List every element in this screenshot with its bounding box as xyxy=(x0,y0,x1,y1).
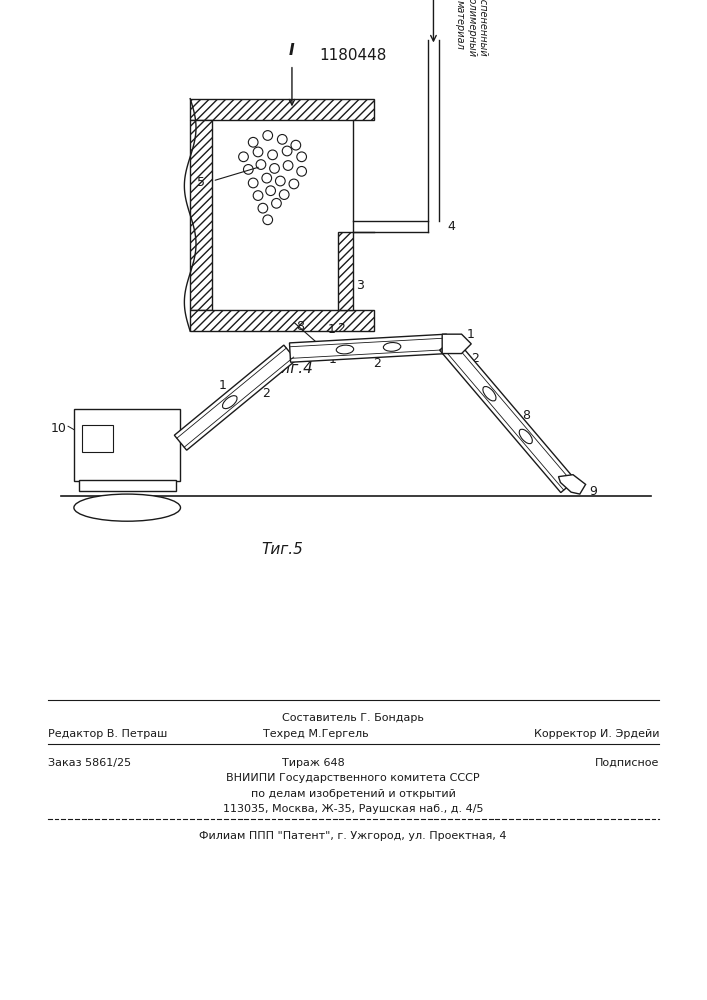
Polygon shape xyxy=(442,334,472,354)
Text: 9: 9 xyxy=(590,485,597,498)
Text: Вспененный
полимерный
материал: Вспененный полимерный материал xyxy=(455,0,488,57)
Text: 4: 4 xyxy=(447,220,455,233)
Text: Техред М.Гергель: Техред М.Гергель xyxy=(263,729,368,739)
Text: I: I xyxy=(289,43,295,58)
Bar xyxy=(190,120,211,310)
Ellipse shape xyxy=(223,396,237,409)
Text: 10: 10 xyxy=(50,422,66,435)
Bar xyxy=(339,232,353,310)
Bar xyxy=(190,120,211,310)
Polygon shape xyxy=(559,475,585,494)
Text: Τиг.4: Τиг.4 xyxy=(271,361,313,376)
Bar xyxy=(339,232,353,310)
Text: 1: 1 xyxy=(467,328,474,341)
Polygon shape xyxy=(440,338,575,493)
Text: Корректор И. Эрдейи: Корректор И. Эрдейи xyxy=(534,729,660,739)
Polygon shape xyxy=(175,345,296,450)
Bar xyxy=(190,310,374,331)
Ellipse shape xyxy=(519,429,532,444)
Bar xyxy=(211,120,374,310)
Text: Τиг.5: Τиг.5 xyxy=(262,542,303,557)
Text: Тираж 648: Тираж 648 xyxy=(282,758,345,768)
Text: 2: 2 xyxy=(262,387,270,400)
Text: 8: 8 xyxy=(522,409,530,422)
Text: Редактор В. Петраш: Редактор В. Петраш xyxy=(47,729,167,739)
Text: 5: 5 xyxy=(197,176,205,189)
Text: 1: 1 xyxy=(329,353,337,366)
Ellipse shape xyxy=(383,343,401,351)
Text: 2: 2 xyxy=(472,352,479,365)
Text: Подписное: Подписное xyxy=(595,758,660,768)
Text: по делам изобретений и открытий: по делам изобретений и открытий xyxy=(250,789,455,799)
Ellipse shape xyxy=(74,494,180,521)
Ellipse shape xyxy=(483,386,496,401)
Polygon shape xyxy=(289,334,448,362)
Bar xyxy=(190,310,374,331)
Text: 1: 1 xyxy=(218,379,226,392)
Bar xyxy=(190,99,374,120)
Text: 1: 1 xyxy=(327,323,335,336)
Text: 2: 2 xyxy=(337,322,345,335)
Text: 1180448: 1180448 xyxy=(320,48,387,63)
Ellipse shape xyxy=(337,345,354,354)
Bar xyxy=(78,480,175,491)
Bar xyxy=(74,409,180,481)
Text: ВНИИПИ Государственного комитета СССР: ВНИИПИ Государственного комитета СССР xyxy=(226,773,480,783)
Text: 8: 8 xyxy=(296,320,304,333)
Text: Филиам ППП "Патент", г. Ужгород, ул. Проектная, 4: Филиам ППП "Патент", г. Ужгород, ул. Про… xyxy=(199,831,507,841)
Text: Составитель Г. Бондарь: Составитель Г. Бондарь xyxy=(282,713,424,723)
Text: 8: 8 xyxy=(194,417,201,430)
Text: Заказ 5861/25: Заказ 5861/25 xyxy=(47,758,131,768)
Bar xyxy=(81,425,112,452)
Text: 3: 3 xyxy=(356,279,364,292)
Text: 2: 2 xyxy=(373,357,381,370)
Text: 113035, Москва, Ж-35, Раушская наб., д. 4/5: 113035, Москва, Ж-35, Раушская наб., д. … xyxy=(223,804,484,814)
Bar xyxy=(190,99,374,120)
